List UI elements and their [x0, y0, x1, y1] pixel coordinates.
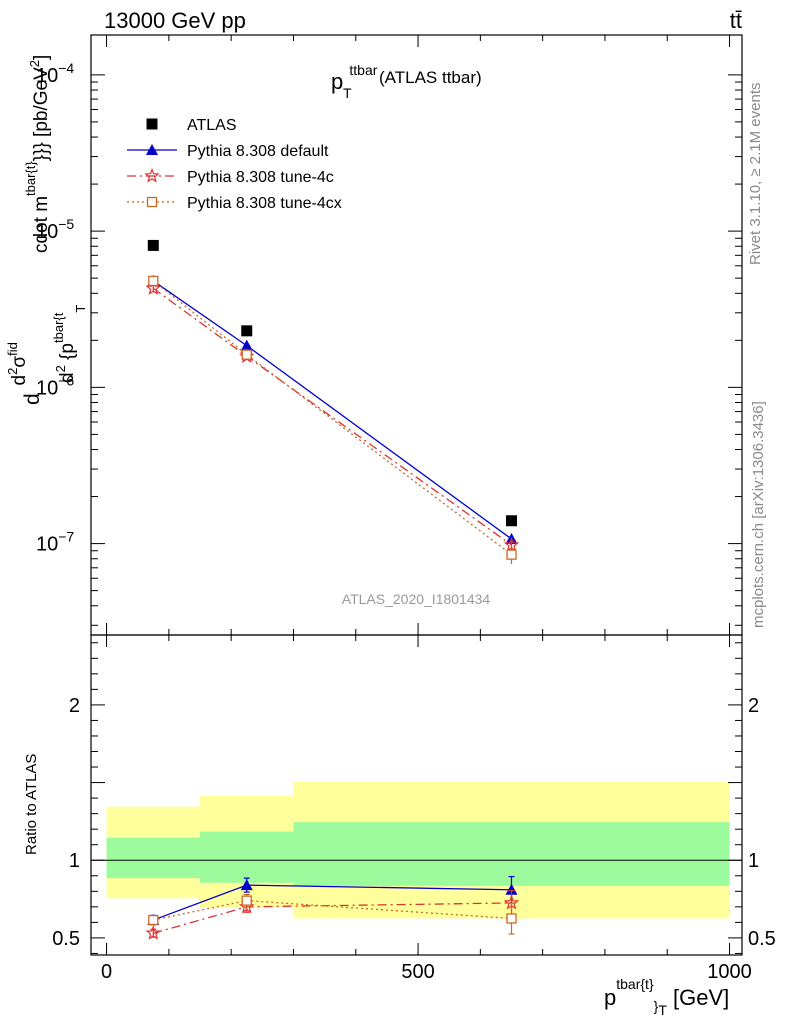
- ratio-y-tick-label-left: 0.5: [52, 928, 80, 950]
- ratio-y-tick-label-right: 1: [748, 850, 759, 872]
- main-data-point: [147, 239, 159, 251]
- y-tick-label: 10−5: [36, 216, 74, 243]
- svg-text:cdot mtbar{t}}}} [pb/GeV2]: cdot mtbar{t}}}} [pb/GeV2]: [23, 55, 52, 253]
- title-suffix: (ATLAS ttbar): [379, 68, 482, 87]
- analysis-id: ATLAS_2020_I1801434: [342, 591, 491, 607]
- x-tick-label: 0: [101, 961, 112, 983]
- ratio-plot: [91, 781, 742, 940]
- main-data-point: [240, 339, 253, 351]
- legend-label: Pythia 8.308 tune-4c: [187, 169, 334, 186]
- ratio-data-point: [240, 879, 253, 891]
- ylabel-d: d: [21, 393, 44, 405]
- ratio-y-tick-label-left: 1: [69, 850, 80, 872]
- legend-marker: [144, 167, 160, 183]
- main-data-point: [145, 280, 162, 295]
- ratio-band-inner: [293, 822, 730, 886]
- main-data-point: [506, 515, 518, 527]
- ratio-data-point: [241, 895, 252, 906]
- process-label: tt̄: [730, 8, 742, 33]
- ylabel-frac: d2σfid: [5, 342, 30, 385]
- title-subscript: T: [343, 85, 352, 101]
- ylabel-denominator: d: [57, 372, 78, 383]
- main-plot: [145, 239, 520, 565]
- svg-text:d d2σfid: d d2σfid: [5, 342, 44, 405]
- beam-label: 13000 GeV pp: [104, 8, 246, 33]
- title-superscript: ttbar: [349, 62, 377, 78]
- main-series-line: [152, 280, 512, 540]
- svg-text:d2 {ptbar{tT: d2 {ptbar{tT: [51, 305, 88, 383]
- x-tick-label: 500: [401, 961, 434, 983]
- ylabel-tail: cdot m: [31, 196, 52, 253]
- legend-marker: [146, 196, 158, 208]
- legend-label: Pythia 8.308 default: [187, 143, 329, 160]
- mcplots-label: mcplots.cern.ch [arXiv:1306.3436]: [750, 401, 767, 628]
- legend-marker: [146, 118, 158, 130]
- x-tick-label: 1000: [707, 961, 752, 983]
- ratio-y-tick-label-right: 0.5: [748, 928, 776, 950]
- axes: 0 500 1000 10−4 10−5 10−6 10−7 2 2 1 1 0.5 0.5: [36, 34, 776, 983]
- main-series-line: [152, 287, 512, 546]
- ratio-data-point: [505, 883, 518, 895]
- ratio-frame: [90, 634, 743, 956]
- x-axis-label: ptbar{t}}T [GeV]: [604, 976, 729, 1018]
- y-tick-label: 10−4: [36, 60, 74, 87]
- main-y-axis-label: d d2σfid d2 {ptbar{tT cdot mtbar{t}}}} […: [5, 55, 88, 405]
- ratio-band-inner: [200, 831, 294, 883]
- main-data-point: [148, 275, 159, 287]
- ratio-data-point: [145, 925, 162, 940]
- y-tick-label: 10−7: [36, 529, 74, 556]
- main-data-point: [506, 549, 517, 560]
- main-data-point: [241, 325, 253, 337]
- legend-marker: [146, 144, 158, 155]
- ratio-y-tick-label-right: 2: [748, 695, 759, 717]
- legend-label: Pythia 8.308 tune-4cx: [187, 195, 342, 212]
- rivet-label: Rivet 3.1.10, ≥ 2.1M events: [747, 83, 764, 266]
- legend: ATLAS Pythia 8.308 default Pythia 8.308 tu…: [127, 117, 342, 212]
- main-data-point: [241, 349, 252, 360]
- legend-label: ATLAS: [187, 117, 237, 134]
- ratio-data-point: [506, 913, 517, 924]
- y-tick-label: 10−6: [36, 372, 74, 399]
- ratio-data-point: [148, 914, 159, 926]
- main-series-line: [152, 280, 512, 556]
- ratio-y-tick-label-left: 2: [69, 695, 80, 717]
- plot-title: p ttbar: [331, 62, 378, 94]
- ratio-band-inner: [106, 837, 201, 879]
- ratio-y-axis-label: Ratio to ATLAS: [23, 754, 40, 855]
- title-symbol: p: [331, 69, 343, 94]
